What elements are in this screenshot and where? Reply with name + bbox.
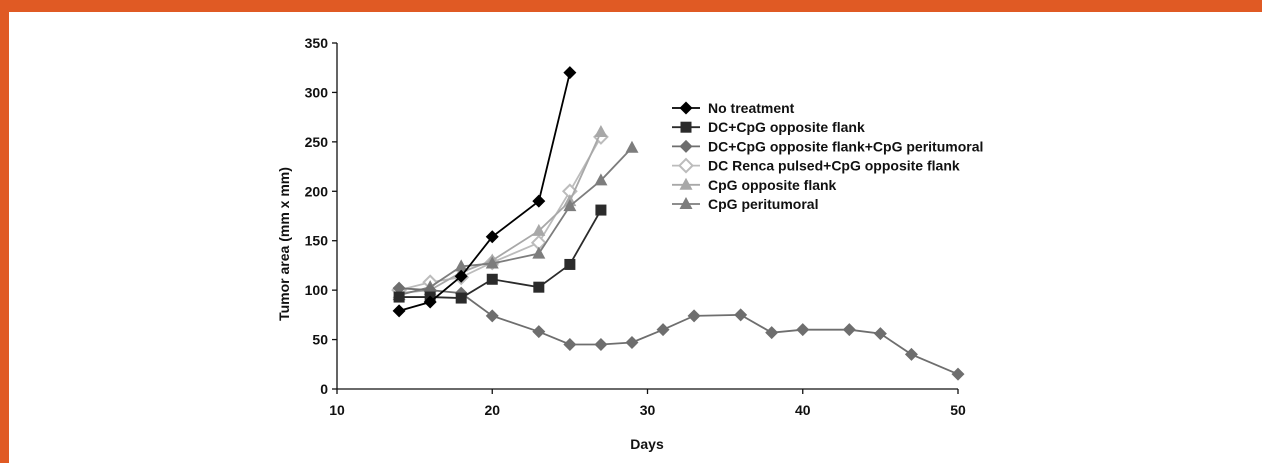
y-axis-title: Tumor area (mm x mm) xyxy=(276,167,292,321)
data-point xyxy=(392,304,406,318)
series-line xyxy=(398,72,571,312)
y-tick-label: 300 xyxy=(305,84,329,100)
data-point xyxy=(563,66,577,80)
legend-label: No treatment xyxy=(708,100,795,116)
data-point xyxy=(423,295,437,309)
series-layer xyxy=(391,66,965,381)
data-point xyxy=(594,124,608,137)
data-point xyxy=(951,367,965,381)
data-point xyxy=(765,326,779,340)
data-point xyxy=(656,323,670,337)
y-tick-label: 100 xyxy=(305,282,329,298)
axes xyxy=(336,43,958,390)
data-point xyxy=(532,223,546,236)
series-5 xyxy=(392,124,608,299)
legend-item: CpG opposite flank xyxy=(672,177,837,193)
x-axis-ticks: 10 20 30 40 50 xyxy=(329,389,966,418)
legend-item: CpG peritumoral xyxy=(672,196,818,212)
x-tick-label: 50 xyxy=(950,402,966,418)
data-point xyxy=(594,173,608,186)
legend-label: DC+CpG opposite flank+CpG peritumoral xyxy=(708,138,983,154)
data-point xyxy=(734,308,748,322)
y-tick-label: 50 xyxy=(312,332,328,348)
data-point xyxy=(687,309,701,323)
legend-marker xyxy=(679,139,693,153)
series-3 xyxy=(392,281,965,381)
series-4 xyxy=(391,129,609,299)
y-tick-label: 0 xyxy=(320,381,328,397)
data-point xyxy=(486,273,498,285)
data-point xyxy=(454,259,468,272)
legend-label: CpG peritumoral xyxy=(708,196,818,212)
y-tick-label: 200 xyxy=(305,183,329,199)
series-line xyxy=(399,287,959,375)
legend-marker xyxy=(679,101,693,115)
data-point xyxy=(532,194,546,208)
data-point xyxy=(873,327,887,341)
x-tick-label: 10 xyxy=(329,402,345,418)
legend: No treatment DC+CpG opposite flank DC+CpG … xyxy=(672,100,983,212)
legend-label: DC Renca pulsed+CpG opposite flank xyxy=(708,158,960,174)
data-point xyxy=(625,140,639,153)
legend-item: DC Renca pulsed+CpG opposite flank xyxy=(672,158,960,174)
legend-marker xyxy=(679,197,693,209)
x-tick-label: 20 xyxy=(484,402,500,418)
data-point xyxy=(594,338,608,352)
data-point xyxy=(393,291,405,303)
accent-top-bar xyxy=(0,0,1262,12)
data-point xyxy=(485,230,499,244)
series-1 xyxy=(392,66,577,318)
data-point xyxy=(455,292,467,304)
data-point xyxy=(625,336,639,350)
y-axis-ticks: 0 50 100 150 200 250 300 350 xyxy=(305,35,337,397)
legend-marker xyxy=(678,157,694,174)
series-line xyxy=(398,147,633,296)
data-point xyxy=(454,269,468,283)
data-point xyxy=(563,338,577,352)
data-point xyxy=(842,323,856,337)
legend-item: DC+CpG opposite flank+CpG peritumoral xyxy=(672,138,983,154)
legend-marker xyxy=(680,121,692,133)
legend-item: No treatment xyxy=(672,100,795,116)
data-point xyxy=(532,325,546,339)
data-point xyxy=(532,246,546,259)
x-axis-title: Days xyxy=(630,436,664,452)
y-tick-label: 150 xyxy=(305,233,329,249)
data-point xyxy=(392,281,406,295)
accent-left-bar xyxy=(0,12,9,463)
y-tick-label: 350 xyxy=(305,35,329,51)
legend-item: DC+CpG opposite flank xyxy=(672,119,865,135)
data-point xyxy=(485,256,499,269)
data-point xyxy=(533,281,545,293)
data-point xyxy=(796,323,810,337)
data-point xyxy=(563,199,577,212)
data-point xyxy=(595,204,607,216)
x-tick-label: 40 xyxy=(795,402,811,418)
data-point xyxy=(564,258,576,270)
data-point xyxy=(904,347,918,361)
x-tick-label: 30 xyxy=(640,402,656,418)
data-point xyxy=(485,309,499,323)
legend-label: DC+CpG opposite flank xyxy=(708,119,865,135)
legend-label: CpG opposite flank xyxy=(708,177,837,193)
legend-marker xyxy=(679,177,693,190)
y-tick-label: 250 xyxy=(305,134,329,150)
